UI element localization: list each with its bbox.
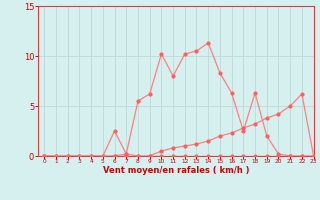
X-axis label: Vent moyen/en rafales ( km/h ): Vent moyen/en rafales ( km/h ) [103, 166, 249, 175]
